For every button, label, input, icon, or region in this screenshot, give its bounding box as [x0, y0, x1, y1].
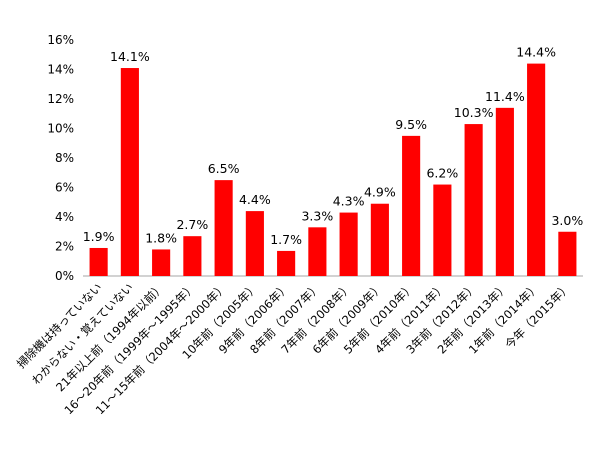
data-label: 4.9%: [364, 185, 396, 200]
bar: [402, 135, 421, 276]
y-tick-label: 4%: [55, 210, 74, 224]
data-label: 3.3%: [301, 208, 333, 223]
bar: [558, 231, 577, 276]
y-tick-label: 16%: [47, 33, 74, 47]
bar: [495, 107, 514, 276]
data-label: 1.7%: [270, 232, 302, 247]
data-label: 11.4%: [485, 89, 525, 104]
data-label: 10.3%: [454, 105, 494, 120]
y-tick-label: 8%: [55, 151, 74, 165]
data-label: 6.5%: [208, 161, 240, 176]
data-label: 2.7%: [176, 217, 208, 232]
bars: [89, 63, 577, 277]
bar: [152, 249, 171, 276]
data-label: 3.0%: [551, 213, 583, 228]
data-label: 4.4%: [239, 192, 271, 207]
data-label: 6.2%: [426, 166, 458, 181]
bar: [339, 212, 358, 276]
y-tick-label: 0%: [55, 269, 74, 283]
bar: [245, 211, 264, 276]
bar: [464, 124, 483, 276]
data-labels: 1.9% 14.1% 1.8%2.7% 6.5% 4.4% 1.7% 3.3%4.3%4.9…: [83, 45, 584, 247]
data-label: 14.4%: [516, 45, 556, 60]
bar: [120, 68, 139, 277]
y-axis-ticks: 0% 2% 4% 6% 8% 10% 12% 14% 16%: [47, 33, 74, 283]
x-axis-labels: 掃除機は持っていないわからない・覚えていない21年以上前（1994年以前）16〜…: [14, 280, 574, 417]
bar: [433, 184, 452, 276]
bar: [370, 203, 389, 276]
bar: [89, 247, 108, 276]
data-label: 4.3%: [333, 194, 365, 209]
y-tick-label: 14%: [47, 63, 74, 77]
data-label: 1.8%: [145, 230, 177, 245]
bar: [214, 180, 233, 276]
bar: [277, 250, 296, 276]
data-label: 9.5%: [395, 117, 427, 132]
data-label: 1.9%: [83, 229, 115, 244]
data-label: 14.1%: [110, 49, 150, 64]
bar: [183, 236, 202, 276]
y-tick-label: 2%: [55, 240, 74, 254]
y-tick-label: 12%: [47, 92, 74, 106]
y-tick-label: 10%: [47, 122, 74, 136]
y-tick-label: 6%: [55, 181, 74, 195]
bar: [308, 227, 327, 276]
bar: [527, 63, 546, 276]
